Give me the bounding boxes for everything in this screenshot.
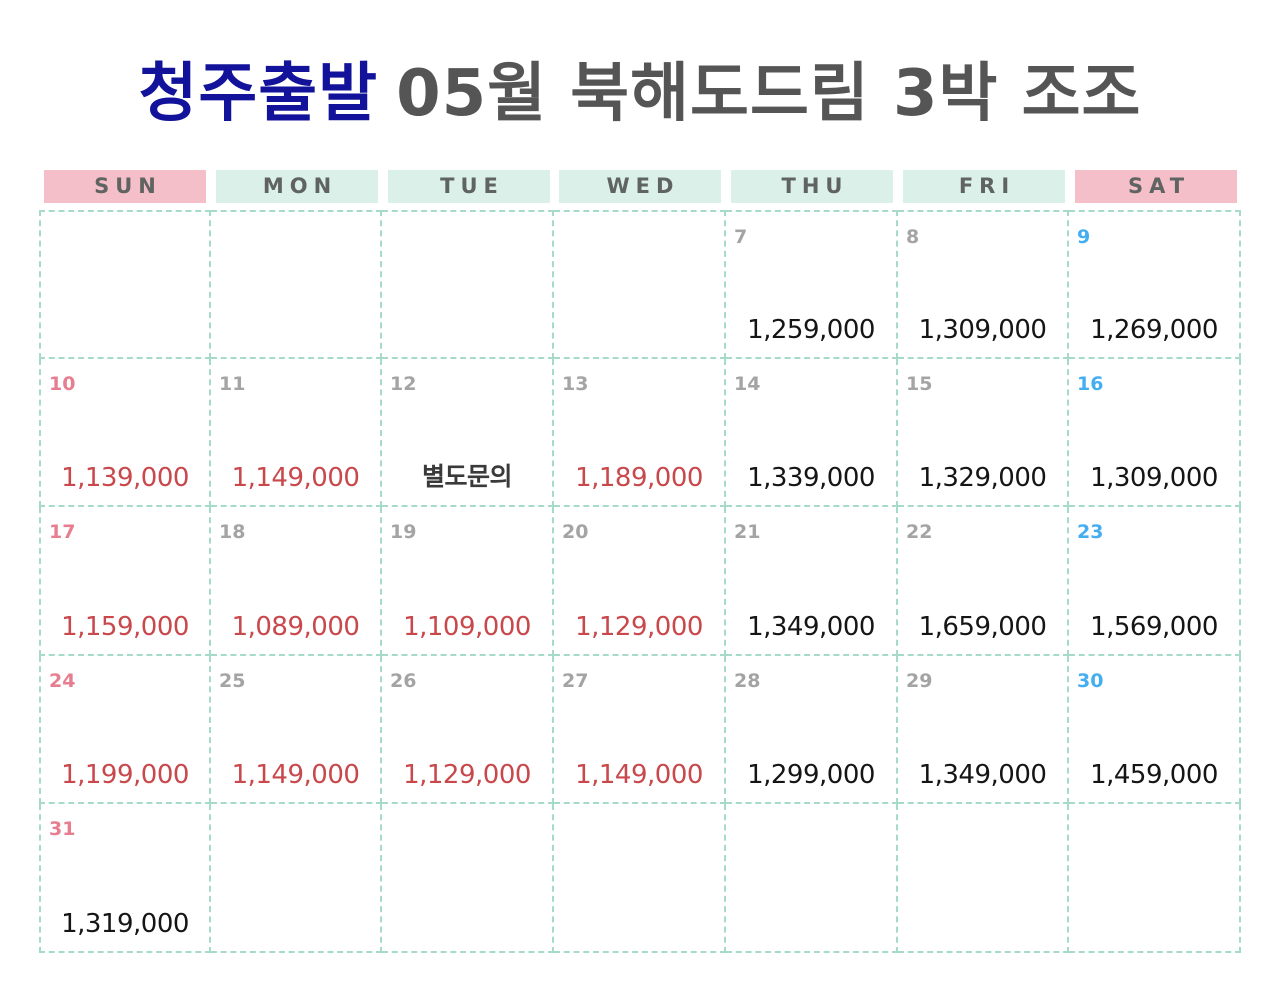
day-number: 18 <box>219 521 246 543</box>
calendar-day-cell[interactable]: 25 1,149,000 <box>211 656 382 804</box>
weekday-header-row: SUN MON TUE WED THU FRI SAT <box>44 170 1237 203</box>
empty-day-cell <box>382 210 554 359</box>
calendar-day-cell[interactable]: 27 1,149,000 <box>554 656 726 804</box>
empty-day-cell <box>554 804 726 953</box>
day-number: 26 <box>390 670 417 692</box>
empty-day-cell <box>898 804 1069 953</box>
calendar-day-cell[interactable]: 26 1,129,000 <box>382 656 554 804</box>
tour-price: 1,149,000 <box>575 760 703 790</box>
calendar-day-cell[interactable]: 16 1,309,000 <box>1069 359 1241 507</box>
calendar-day-cell[interactable]: 29 1,349,000 <box>898 656 1069 804</box>
day-number: 9 <box>1077 226 1091 248</box>
day-number: 27 <box>562 670 589 692</box>
empty-day-cell <box>211 804 382 953</box>
calendar-grid: 7 1,259,000 8 1,309,000 9 1,269,000 10 1,139,00… <box>39 210 1241 953</box>
tour-price: 1,329,000 <box>918 463 1047 493</box>
tour-price: 1,189,000 <box>575 463 703 493</box>
calendar-day-cell[interactable]: 10 1,139,000 <box>39 359 211 507</box>
tour-price: 1,459,000 <box>1090 760 1218 790</box>
day-number: 29 <box>906 670 933 692</box>
calendar-day-cell[interactable]: 22 1,659,000 <box>898 507 1069 656</box>
day-number: 10 <box>49 373 76 395</box>
calendar-day-cell[interactable]: 24 1,199,000 <box>39 656 211 804</box>
day-number: 14 <box>734 373 761 395</box>
tour-price: 1,659,000 <box>918 612 1047 642</box>
calendar-day-cell[interactable]: 17 1,159,000 <box>39 507 211 656</box>
calendar-day-cell[interactable]: 7 1,259,000 <box>726 210 898 359</box>
calendar-day-cell[interactable]: 28 1,299,000 <box>726 656 898 804</box>
tour-price: 1,339,000 <box>747 463 875 493</box>
weekday-header-wed: WED <box>559 170 721 203</box>
weekday-header-sat: SAT <box>1075 170 1237 203</box>
day-number: 11 <box>219 373 246 395</box>
weekday-header-sun: SUN <box>44 170 206 203</box>
day-number: 17 <box>49 521 76 543</box>
tour-price: 1,259,000 <box>747 315 875 345</box>
page-title: 청주출발 05월 북해도드림 3박 조조 <box>0 42 1280 134</box>
tour-price: 1,349,000 <box>918 760 1047 790</box>
calendar-day-cell[interactable]: 8 1,309,000 <box>898 210 1069 359</box>
day-number: 16 <box>1077 373 1104 395</box>
day-number: 30 <box>1077 670 1104 692</box>
tour-price: 1,149,000 <box>231 760 360 790</box>
day-number: 8 <box>906 226 920 248</box>
calendar-day-cell[interactable]: 23 1,569,000 <box>1069 507 1241 656</box>
tour-price: 1,199,000 <box>61 760 189 790</box>
tour-price: 1,269,000 <box>1090 315 1218 345</box>
calendar-day-cell[interactable]: 12 별도문의 <box>382 359 554 507</box>
day-number: 7 <box>734 226 748 248</box>
empty-day-cell <box>726 804 898 953</box>
tour-price: 1,149,000 <box>231 463 360 493</box>
calendar-day-cell[interactable]: 19 1,109,000 <box>382 507 554 656</box>
tour-price: 1,349,000 <box>747 612 875 642</box>
calendar-day-cell[interactable]: 31 1,319,000 <box>39 804 211 953</box>
tour-price: 1,159,000 <box>61 612 189 642</box>
empty-day-cell <box>211 210 382 359</box>
day-number: 12 <box>390 373 417 395</box>
inquiry-note: 별도문의 <box>421 462 513 491</box>
weekday-header-tue: TUE <box>388 170 550 203</box>
title-departure: 청주출발 <box>138 57 379 131</box>
tour-price: 1,309,000 <box>1090 463 1218 493</box>
tour-price: 1,309,000 <box>918 315 1047 345</box>
empty-day-cell <box>39 210 211 359</box>
calendar-day-cell[interactable]: 11 1,149,000 <box>211 359 382 507</box>
tour-price: 1,129,000 <box>403 760 531 790</box>
day-number: 13 <box>562 373 589 395</box>
tour-price: 1,319,000 <box>61 909 189 939</box>
day-number: 20 <box>562 521 589 543</box>
calendar-day-cell[interactable]: 13 1,189,000 <box>554 359 726 507</box>
day-number: 22 <box>906 521 933 543</box>
calendar-day-cell[interactable]: 14 1,339,000 <box>726 359 898 507</box>
calendar-day-cell[interactable]: 30 1,459,000 <box>1069 656 1241 804</box>
calendar-day-cell[interactable]: 20 1,129,000 <box>554 507 726 656</box>
weekday-header-fri: FRI <box>903 170 1065 203</box>
tour-price: 1,089,000 <box>231 612 360 642</box>
empty-day-cell <box>1069 804 1241 953</box>
day-number: 24 <box>49 670 76 692</box>
tour-price: 1,569,000 <box>1090 612 1218 642</box>
empty-day-cell <box>382 804 554 953</box>
day-number: 21 <box>734 521 761 543</box>
weekday-header-mon: MON <box>216 170 378 203</box>
day-number: 23 <box>1077 521 1104 543</box>
empty-day-cell <box>554 210 726 359</box>
day-number: 15 <box>906 373 933 395</box>
weekday-header-thu: THU <box>731 170 893 203</box>
title-product: 05월 북해도드림 3박 조조 <box>396 57 1142 131</box>
day-number: 25 <box>219 670 246 692</box>
calendar-day-cell[interactable]: 9 1,269,000 <box>1069 210 1241 359</box>
day-number: 19 <box>390 521 417 543</box>
tour-price: 1,109,000 <box>403 612 531 642</box>
calendar-day-cell[interactable]: 15 1,329,000 <box>898 359 1069 507</box>
day-number: 28 <box>734 670 761 692</box>
day-number: 31 <box>49 818 76 840</box>
tour-price: 1,299,000 <box>747 760 875 790</box>
calendar-day-cell[interactable]: 21 1,349,000 <box>726 507 898 656</box>
tour-price: 1,139,000 <box>61 463 189 493</box>
calendar-day-cell[interactable]: 18 1,089,000 <box>211 507 382 656</box>
tour-price: 1,129,000 <box>575 612 703 642</box>
